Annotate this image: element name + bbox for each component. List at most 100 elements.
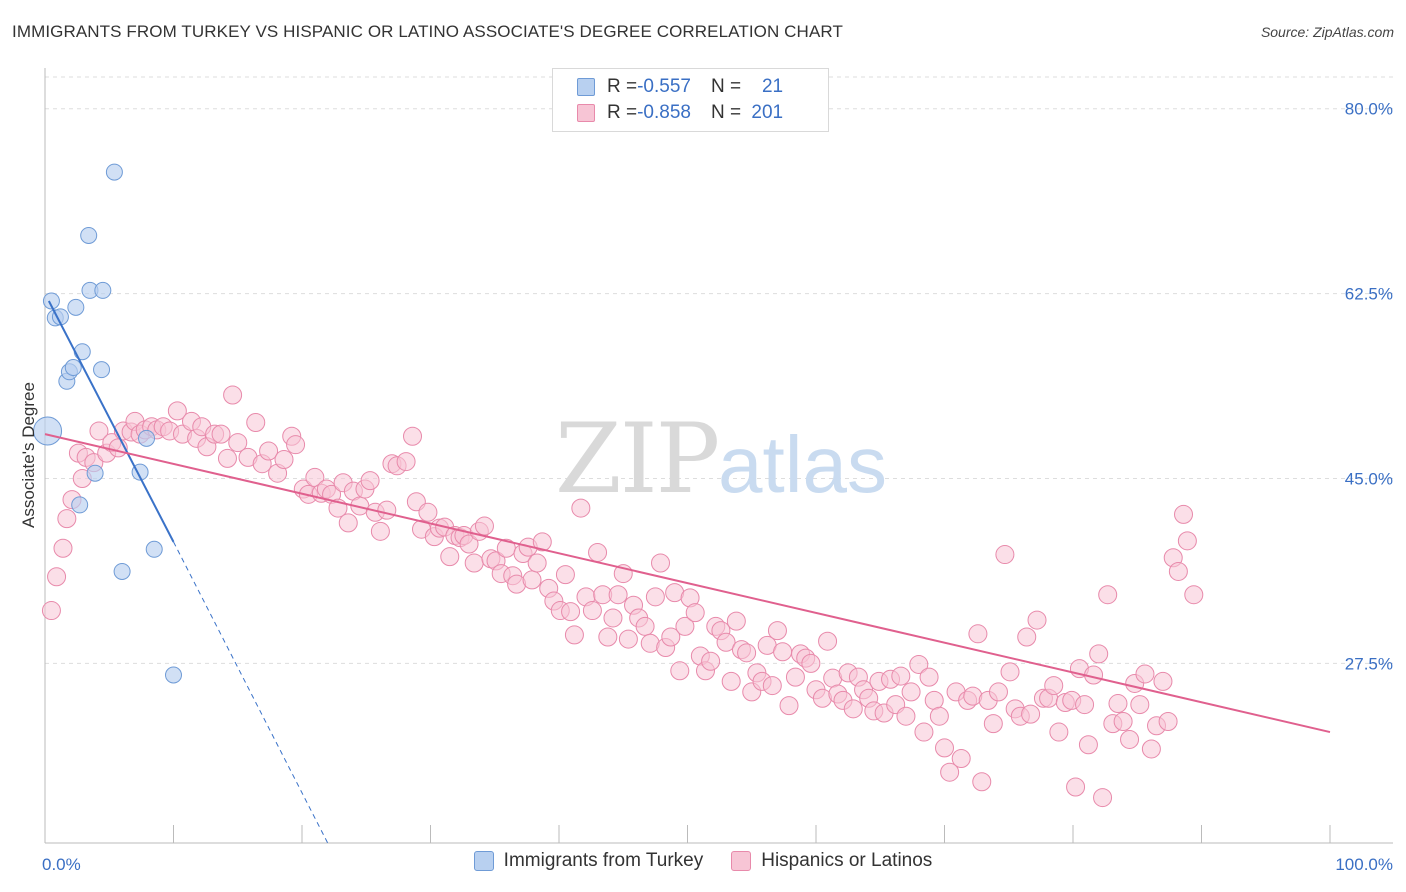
data-point-hispanics <box>464 553 484 573</box>
legend: R = -0.557 N = 21 R = -0.858 N = 201 <box>552 68 829 132</box>
x-tick-label: 100.0% <box>1335 855 1393 874</box>
data-point-hispanics <box>1000 662 1020 682</box>
data-point-turkey <box>165 666 182 684</box>
data-point-hispanics <box>1177 531 1197 551</box>
legend-swatch-hispanics <box>577 104 595 122</box>
data-point-hispanics <box>983 714 1003 734</box>
data-point-hispanics <box>645 587 665 607</box>
data-point-hispanics <box>685 603 705 623</box>
data-point-hispanics <box>891 666 911 686</box>
legend-n-label: N = <box>710 102 742 123</box>
legend-n-value: 201 <box>751 102 784 123</box>
data-point-hispanics <box>635 616 655 636</box>
bottom-legend-label-turkey: Immigrants from Turkey <box>503 850 704 871</box>
data-point-hispanics <box>403 426 423 446</box>
data-point-hispanics <box>370 521 390 541</box>
data-point-hispanics <box>1174 504 1194 524</box>
data-point-hispanics <box>167 401 187 421</box>
data-point-hispanics <box>474 516 494 536</box>
data-point-hispanics <box>1108 694 1128 714</box>
data-point-hispanics <box>377 500 397 520</box>
data-point-turkey <box>94 281 112 299</box>
legend-r-label: R = <box>607 76 638 97</box>
data-point-hispanics <box>1027 610 1047 630</box>
legend-n-label: N = <box>710 76 742 97</box>
bottom-legend-hispanics[interactable]: Hispanics or Latinos <box>731 850 932 872</box>
data-point-hispanics <box>1093 788 1113 808</box>
data-point-hispanics <box>1049 722 1069 742</box>
bottom-legend-turkey[interactable]: Immigrants from Turkey <box>473 850 704 872</box>
data-point-turkey <box>145 540 163 558</box>
data-point-hispanics <box>924 690 944 710</box>
data-point-hispanics <box>935 738 954 758</box>
data-point-hispanics <box>901 682 921 702</box>
data-point-hispanics <box>1078 735 1098 755</box>
data-point-hispanics <box>818 631 838 651</box>
data-point-hispanics <box>988 682 1008 702</box>
data-point-hispanics <box>1130 695 1150 715</box>
data-point-hispanics <box>211 424 231 444</box>
data-point-hispanics <box>527 553 547 573</box>
data-point-hispanics <box>762 676 782 696</box>
series-hispanics-points <box>41 385 1204 808</box>
data-point-hispanics <box>785 667 805 687</box>
watermark-atlas: atlas <box>718 420 887 509</box>
data-point-hispanics <box>675 616 695 636</box>
trend-line-turkey <box>47 300 175 543</box>
bottom-legend-label-hispanics: Hispanics or Latinos <box>761 850 933 871</box>
legend-n-value: 21 <box>761 76 784 97</box>
data-point-hispanics <box>274 449 294 469</box>
trend-line-turkey-extension <box>173 541 329 844</box>
data-point-hispanics <box>1044 676 1064 696</box>
legend-swatch-turkey <box>577 78 595 96</box>
y-tick-label: 45.0% <box>1345 469 1393 488</box>
data-point-turkey <box>93 361 111 379</box>
data-point-hispanics <box>228 433 248 453</box>
data-point-hispanics <box>561 602 581 622</box>
bottom-legend: Immigrants from Turkey Hispanics or Lati… <box>0 850 1406 872</box>
data-point-hispanics <box>555 565 575 585</box>
y-tick-label: 27.5% <box>1345 654 1393 673</box>
data-point-hispanics <box>41 601 61 621</box>
data-point-hispanics <box>571 498 591 518</box>
data-point-hispanics <box>360 471 380 491</box>
data-point-hispanics <box>914 722 934 742</box>
data-point-hispanics <box>246 412 266 432</box>
data-point-hispanics <box>773 642 793 662</box>
trend-lines <box>44 300 1331 844</box>
data-point-hispanics <box>995 545 1015 565</box>
data-point-hispanics <box>1158 711 1178 731</box>
data-point-hispanics <box>1017 627 1037 647</box>
data-point-hispanics <box>1141 739 1161 759</box>
watermark-zip: ZIP <box>555 403 718 515</box>
data-point-hispanics <box>896 706 916 726</box>
data-point-turkey <box>86 464 104 482</box>
data-point-hispanics <box>968 624 988 644</box>
data-point-hispanics <box>779 696 799 716</box>
legend-r-value: -0.557 <box>637 76 691 97</box>
legend-r-label: R = <box>607 102 638 123</box>
data-point-hispanics <box>651 553 671 573</box>
data-point-hispanics <box>721 671 741 691</box>
data-point-hispanics <box>440 547 460 567</box>
data-point-turkey <box>33 416 63 446</box>
data-point-hispanics <box>1066 777 1086 797</box>
data-point-hispanics <box>716 632 736 652</box>
data-point-hispanics <box>1021 704 1041 724</box>
data-point-hispanics <box>418 502 438 522</box>
y-axis-label: Associate's Degree <box>19 382 38 528</box>
data-point-hispanics <box>929 706 949 726</box>
data-point-hispanics <box>1184 585 1204 605</box>
data-point-hispanics <box>564 625 584 645</box>
data-point-hispanics <box>940 762 960 782</box>
chart-title: IMMIGRANTS FROM TURKEY VS HISPANIC OR LA… <box>12 22 843 41</box>
data-point-hispanics <box>459 534 479 554</box>
source-label: Source: ZipAtlas.com <box>1260 24 1394 40</box>
legend-r-value: -0.858 <box>637 102 691 123</box>
data-point-hispanics <box>701 651 721 671</box>
data-point-turkey <box>71 496 89 514</box>
data-point-hispanics <box>1075 695 1095 715</box>
data-point-hispanics <box>951 748 971 768</box>
data-point-hispanics <box>338 513 358 533</box>
legend-row-hispanics: R = -0.858 N = 201 <box>577 100 783 126</box>
